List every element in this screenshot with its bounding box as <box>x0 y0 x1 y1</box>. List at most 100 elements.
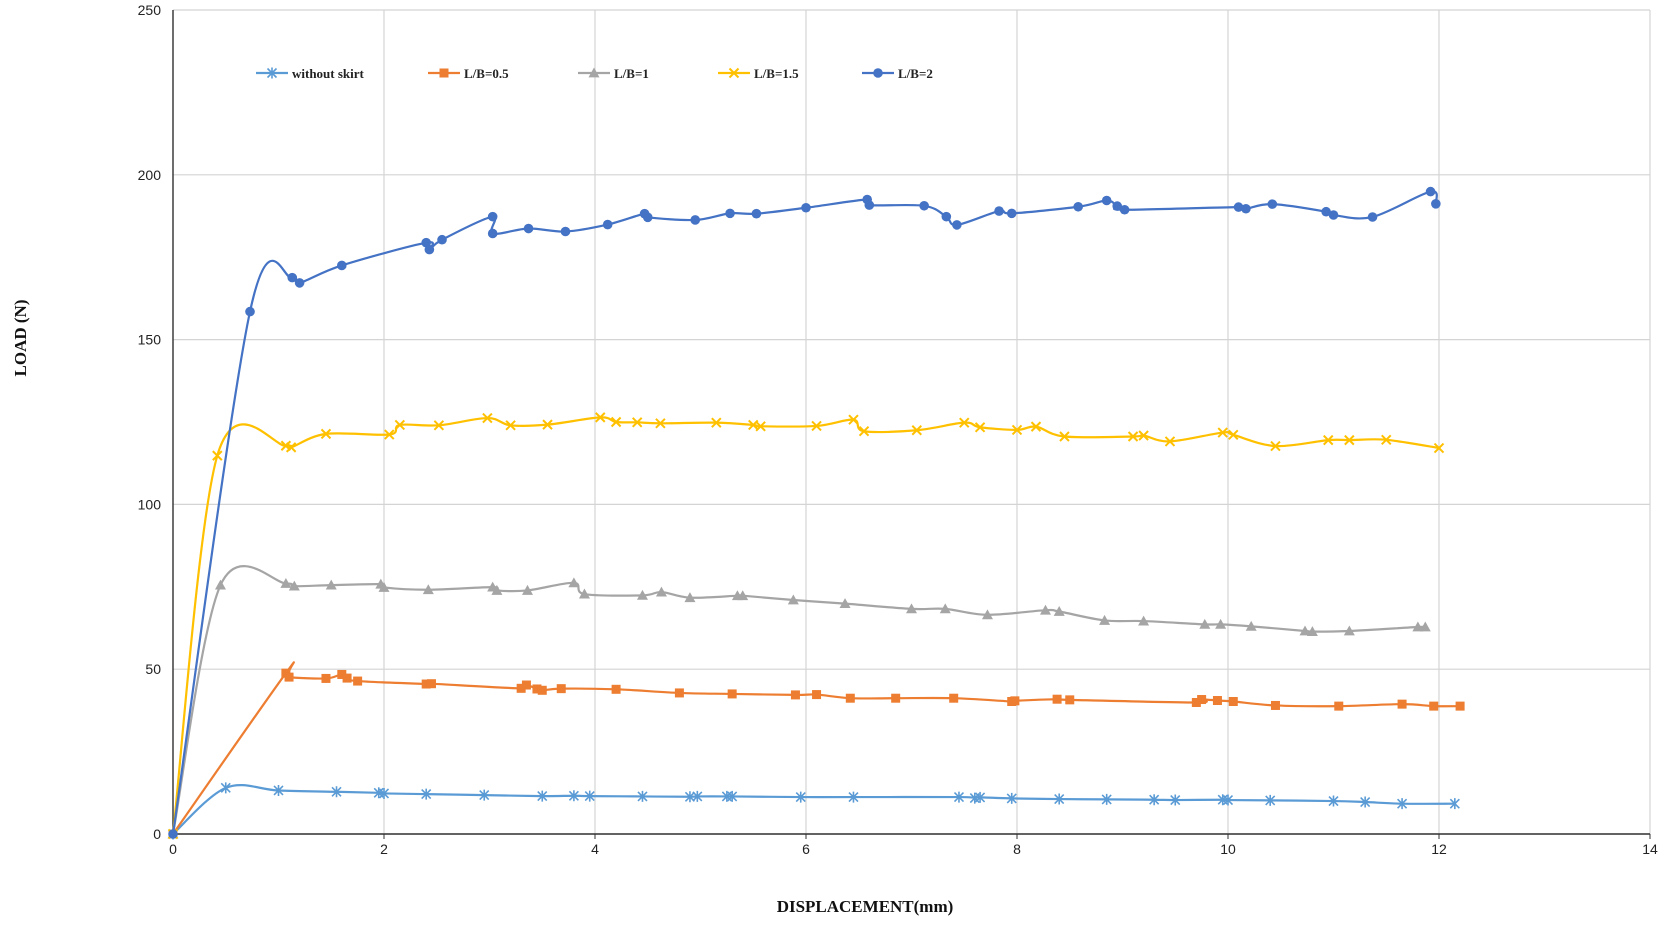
series-1 <box>168 661 1465 839</box>
data-point <box>952 220 962 230</box>
data-point <box>1197 695 1207 705</box>
data-point <box>1328 795 1339 807</box>
data-point <box>384 429 395 440</box>
data-point <box>1270 440 1281 452</box>
data-point <box>655 418 666 429</box>
series-2 <box>167 565 1431 839</box>
series-0 <box>167 782 1460 840</box>
data-point <box>560 226 571 237</box>
legend: without skirt L/B=0.5 L/B=1 L/B=1.5 L/B=2 <box>256 66 933 81</box>
data-point <box>1431 199 1441 209</box>
legend-label: L/B=1.5 <box>754 66 799 81</box>
data-point <box>523 223 534 234</box>
series-line <box>171 784 1456 836</box>
data-point <box>1119 204 1130 215</box>
data-point <box>1149 794 1160 806</box>
data-point <box>1039 604 1051 615</box>
data-point <box>674 688 684 698</box>
data-point <box>1138 615 1150 626</box>
data-point <box>1241 203 1251 214</box>
data-point <box>994 206 1004 216</box>
data-point <box>801 202 811 213</box>
data-point <box>755 421 766 432</box>
data-point <box>941 211 952 222</box>
data-point <box>610 416 622 428</box>
data-point <box>953 791 965 803</box>
data-point <box>1112 201 1123 211</box>
series-line <box>171 190 1438 836</box>
data-point <box>285 442 297 453</box>
data-point <box>737 590 749 601</box>
data-point <box>1228 697 1238 707</box>
data-point <box>787 594 799 605</box>
data-point <box>1199 618 1211 629</box>
data-point <box>1073 201 1083 212</box>
series-layer <box>167 186 1465 840</box>
data-point <box>168 829 178 839</box>
data-point <box>1212 696 1222 706</box>
data-point <box>949 693 959 703</box>
data-point <box>727 790 738 802</box>
legend-item: L/B=2 <box>862 66 933 81</box>
data-point <box>631 417 643 428</box>
data-point <box>727 689 737 699</box>
data-point <box>273 784 284 796</box>
series-4 <box>168 186 1441 839</box>
data-point <box>858 426 870 437</box>
data-point <box>1191 697 1201 707</box>
data-point <box>516 683 526 693</box>
data-point <box>795 791 806 803</box>
data-point <box>537 790 548 802</box>
data-point <box>690 215 701 225</box>
x-axis-title: DISPLACEMENT(mm) <box>777 897 954 916</box>
data-point <box>422 584 434 595</box>
series-line <box>171 565 1427 836</box>
data-point <box>1306 626 1318 637</box>
y-tick-label: 200 <box>138 167 162 183</box>
data-point <box>939 603 951 614</box>
data-point <box>1328 210 1339 220</box>
data-point <box>906 603 917 614</box>
data-point <box>584 790 595 802</box>
data-point <box>1011 424 1023 436</box>
data-point <box>294 278 305 288</box>
data-point <box>568 790 579 802</box>
data-point <box>1245 620 1257 631</box>
data-point <box>1030 421 1042 432</box>
data-point <box>602 219 613 230</box>
data-point <box>611 684 621 694</box>
data-point <box>424 244 435 255</box>
data-point <box>287 272 298 283</box>
data-point <box>337 669 347 679</box>
data-point <box>790 690 800 700</box>
data-point <box>378 581 390 592</box>
data-point <box>848 791 859 803</box>
y-tick-label: 50 <box>145 661 161 677</box>
data-point <box>421 788 432 800</box>
data-point <box>891 693 901 703</box>
data-point <box>1343 625 1355 636</box>
data-point <box>1010 696 1020 706</box>
y-tick-label: 0 <box>153 826 161 842</box>
data-point <box>487 228 498 239</box>
data-point <box>421 679 431 689</box>
x-tick-label: 0 <box>169 841 177 857</box>
data-point <box>1233 202 1244 212</box>
data-point <box>1419 621 1431 632</box>
data-point <box>1412 621 1424 632</box>
data-point <box>537 685 547 695</box>
x-tick-label: 4 <box>591 841 599 857</box>
legend-label: L/B=1 <box>614 66 649 81</box>
data-point <box>974 422 986 433</box>
data-point <box>394 419 406 431</box>
data-point <box>1344 434 1355 446</box>
y-tick-label: 250 <box>138 2 162 18</box>
data-point <box>1127 431 1139 442</box>
data-point <box>521 680 531 690</box>
data-point <box>975 791 986 803</box>
data-point <box>1054 793 1065 805</box>
data-point <box>1429 701 1439 711</box>
data-point <box>811 420 822 432</box>
data-point <box>1099 614 1111 625</box>
data-point <box>711 417 722 428</box>
